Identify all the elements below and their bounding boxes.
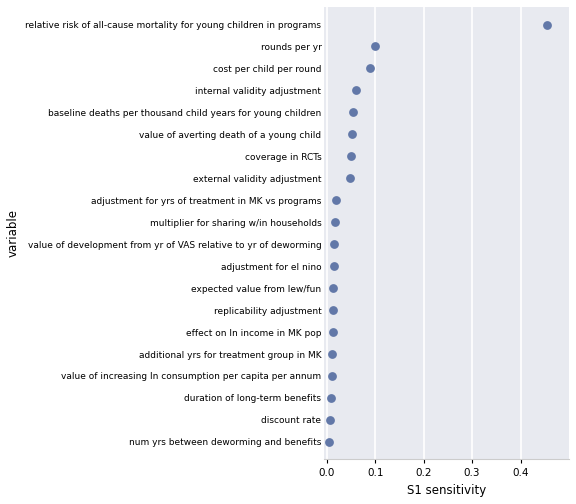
Point <box>346 152 355 160</box>
Point <box>346 174 355 182</box>
Point <box>327 372 336 380</box>
Point <box>348 108 358 116</box>
Point <box>325 416 335 424</box>
Point <box>332 196 341 204</box>
X-axis label: S1 sensitivity: S1 sensitivity <box>407 484 486 497</box>
Y-axis label: variable: variable <box>7 209 20 257</box>
Point <box>329 284 338 292</box>
Point <box>347 131 357 139</box>
Point <box>327 350 336 358</box>
Point <box>328 328 337 336</box>
Point <box>543 21 552 29</box>
Point <box>351 86 361 94</box>
Point <box>326 394 335 402</box>
Point <box>328 306 338 314</box>
Point <box>370 42 380 50</box>
Point <box>331 218 340 226</box>
Point <box>324 438 334 446</box>
Point <box>329 262 339 270</box>
Point <box>330 240 339 248</box>
Point <box>366 65 375 73</box>
